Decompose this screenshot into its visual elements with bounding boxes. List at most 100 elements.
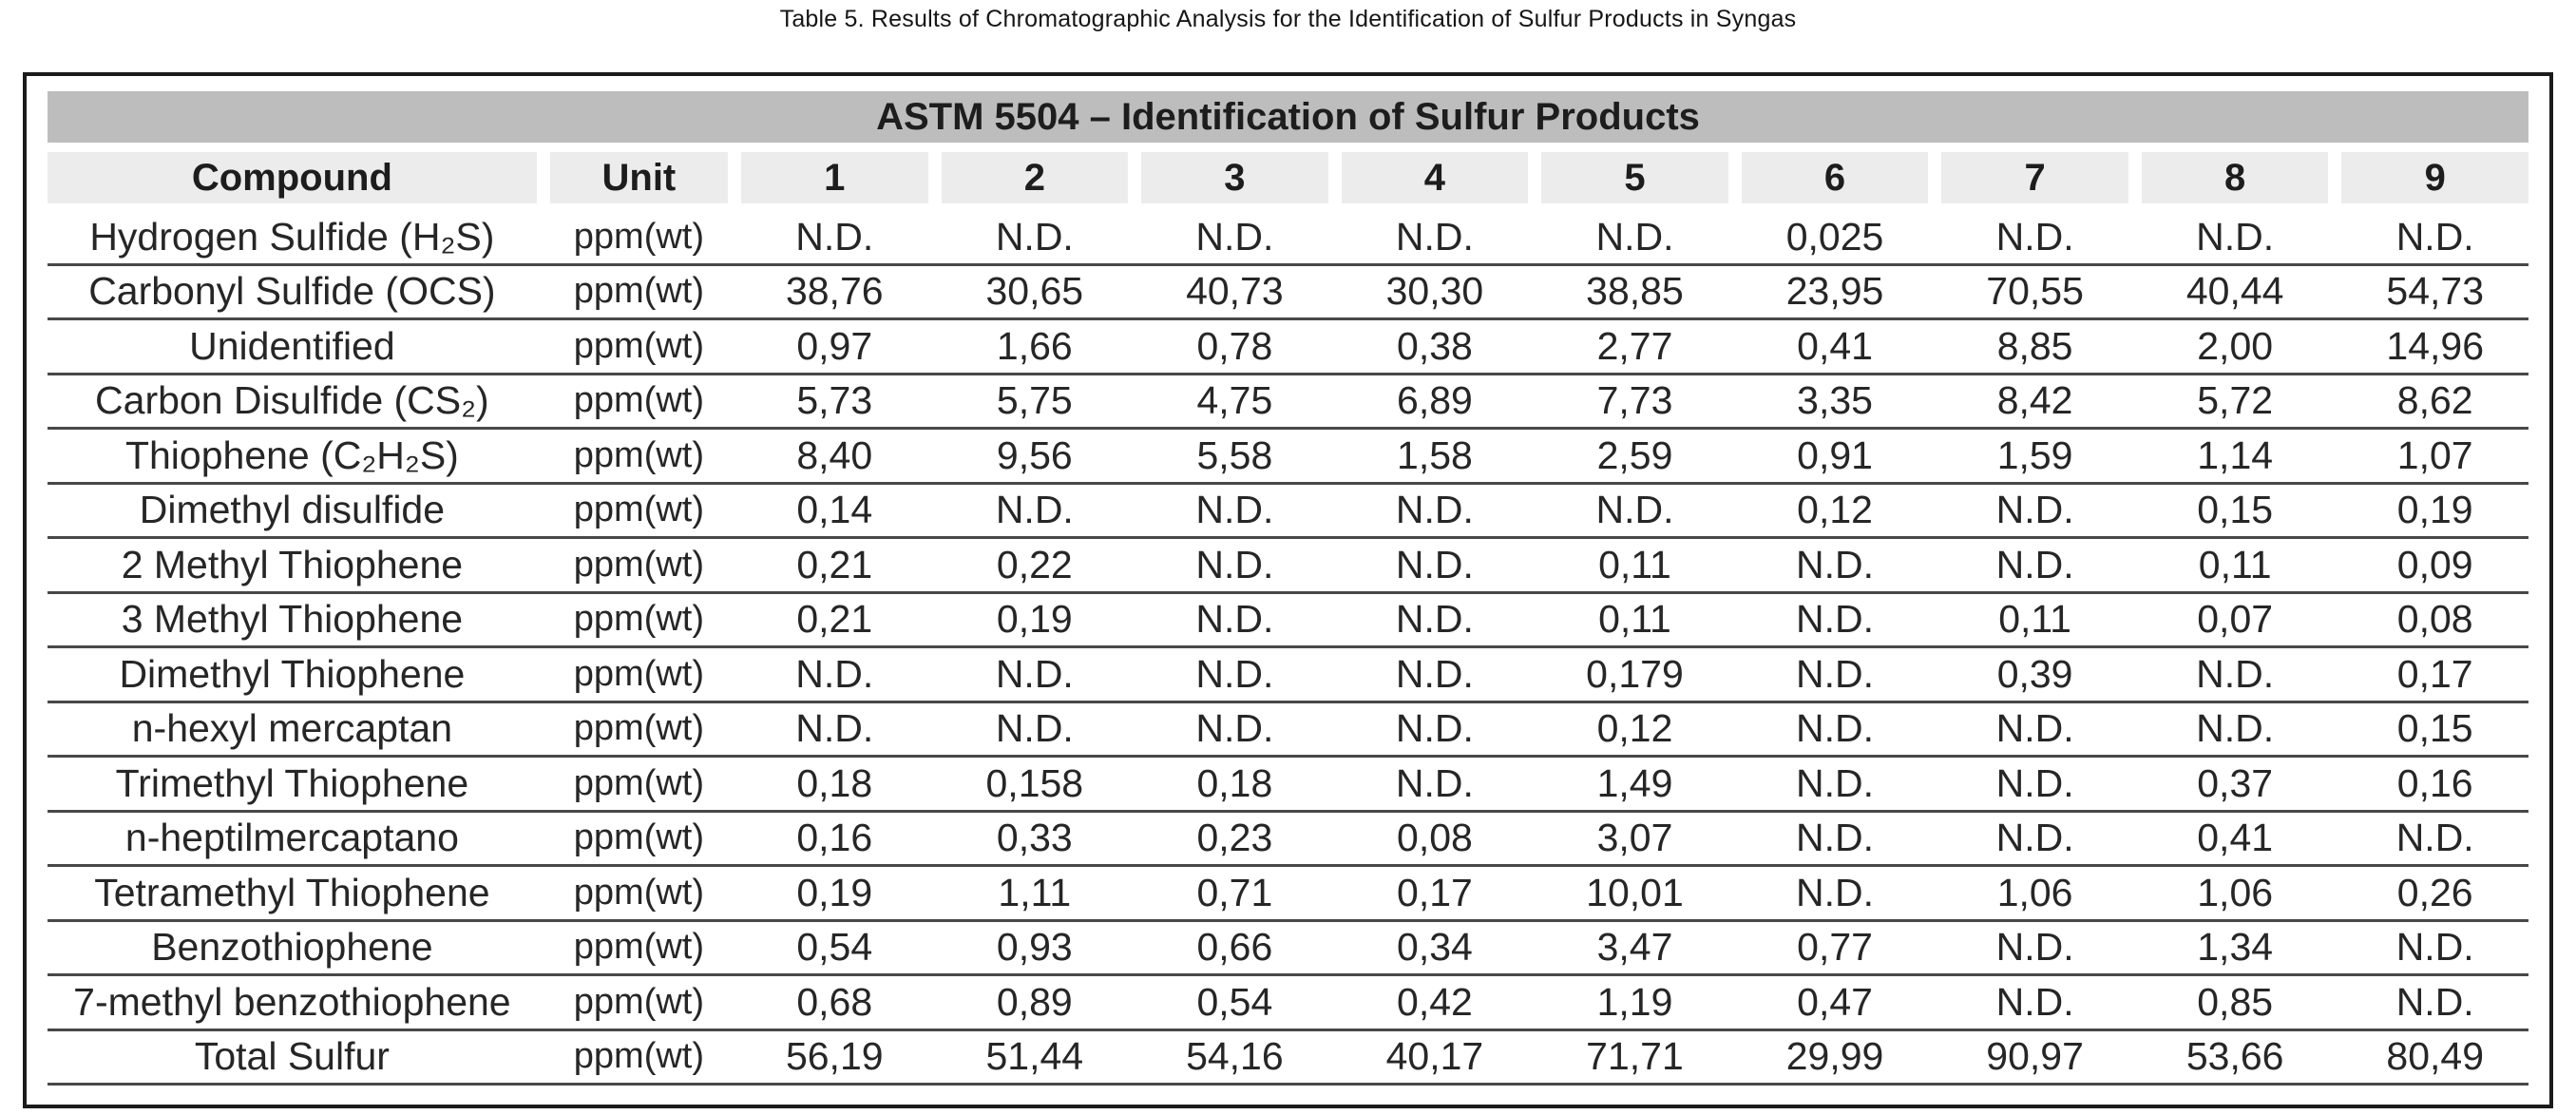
value-cell: N.D. (795, 706, 874, 751)
value-cell: 23,95 (1785, 269, 1884, 314)
compound-cell: 3 Methyl Thiophene (121, 597, 464, 642)
value-cell: N.D. (1995, 542, 2074, 586)
value-cell: 0,15 (2396, 706, 2473, 751)
unit-cell: ppm(wt) (573, 817, 704, 858)
value-cell: N.D. (995, 651, 1074, 696)
value-cell: 1,19 (1596, 979, 1673, 1024)
compound-cell: Tetramethyl Thiophene (94, 870, 490, 914)
value-cell: 5,72 (2197, 378, 2274, 423)
compound-cell: Carbon Disulfide (CS₂) (95, 378, 489, 423)
compound-cell: Total Sulfur (194, 1034, 390, 1079)
compound-cell: Dimethyl Thiophene (119, 651, 466, 696)
unit-cell: ppm(wt) (573, 490, 704, 530)
value-cell: N.D. (1796, 870, 1875, 914)
value-cell: 0,23 (1196, 816, 1273, 860)
value-cell: N.D. (1395, 706, 1474, 751)
value-cell: 0,21 (796, 597, 873, 642)
value-cell: N.D. (1995, 214, 2074, 259)
value-cell: 1,59 (1996, 433, 2073, 477)
value-cell: 1,07 (2396, 433, 2473, 477)
value-cell: 0,11 (1598, 597, 1671, 642)
table-row: 3 Methyl Thiophene ppm(wt) 0,21 0,19 N.D. N.D… (48, 594, 2528, 648)
value-cell: 0,26 (2396, 870, 2473, 914)
value-cell: N.D. (795, 214, 874, 259)
value-cell: 0,16 (796, 816, 873, 860)
table-row: Carbon Disulfide (CS₂) ppm(wt) 5,73 5,75 4,7… (48, 375, 2528, 430)
value-cell: 0,54 (796, 925, 873, 970)
value-cell: 1,06 (2197, 870, 2274, 914)
unit-cell: ppm(wt) (573, 599, 704, 640)
value-cell: 0,78 (1196, 323, 1273, 368)
value-cell: N.D. (1995, 925, 2074, 970)
compound-cell: n-heptilmercaptano (124, 816, 459, 860)
value-cell: 0,07 (2197, 597, 2274, 642)
table-caption: Table 5. Results of Chromatographic Anal… (779, 6, 1797, 32)
value-cell: 0,22 (996, 542, 1073, 586)
column-header-4: 4 (1341, 152, 1529, 203)
compound-cell: Dimethyl disulfide (139, 488, 446, 532)
value-cell: N.D. (2395, 816, 2474, 860)
unit-cell: ppm(wt) (573, 325, 704, 366)
value-cell: 1,66 (996, 323, 1073, 368)
value-cell: 1,11 (998, 870, 1072, 914)
value-cell: 0,12 (1797, 488, 1873, 532)
value-cell: 0,38 (1397, 323, 1473, 368)
column-header-8: 8 (2141, 152, 2329, 203)
table-row: Dimethyl Thiophene ppm(wt) N.D. N.D. N.D. N.D… (48, 648, 2528, 703)
value-cell: 0,18 (1196, 760, 1273, 805)
results-table-frame: ASTM 5504 – Identification of Sulfur Pro… (23, 72, 2553, 1108)
value-cell: N.D. (1395, 488, 1474, 532)
value-cell: N.D. (1395, 542, 1474, 586)
value-cell: N.D. (1796, 597, 1875, 642)
value-cell: N.D. (1195, 542, 1274, 586)
value-cell: 0,19 (996, 597, 1073, 642)
value-cell: N.D. (995, 706, 1074, 751)
value-cell: N.D. (2196, 706, 2275, 751)
value-cell: N.D. (1395, 597, 1474, 642)
value-cell: 8,42 (1996, 378, 2073, 423)
value-cell: 0,41 (1797, 323, 1873, 368)
value-cell: 30,30 (1385, 269, 1484, 314)
column-header-compound: Compound (48, 152, 537, 203)
value-cell: 40,73 (1186, 269, 1284, 314)
value-cell: 0,71 (1196, 870, 1273, 914)
value-cell: N.D. (1995, 760, 2074, 805)
table-row: n-hexyl mercaptan ppm(wt) N.D. N.D. N.D. N.D.… (48, 703, 2528, 758)
unit-cell: ppm(wt) (573, 708, 704, 749)
value-cell: 3,47 (1596, 925, 1673, 970)
compound-cell: 7-methyl benzothiophene (73, 979, 511, 1024)
column-header-6: 6 (1741, 152, 1929, 203)
value-cell: 5,58 (1196, 433, 1273, 477)
value-cell: 0,19 (796, 870, 873, 914)
unit-cell: ppm(wt) (573, 981, 704, 1022)
value-cell: 0,77 (1797, 925, 1873, 970)
value-cell: 10,01 (1586, 870, 1684, 914)
unit-cell: ppm(wt) (573, 216, 704, 257)
value-cell: 2,00 (2197, 323, 2274, 368)
value-cell: 0,08 (2396, 597, 2473, 642)
value-cell: 1,14 (2197, 433, 2274, 477)
value-cell: 8,62 (2396, 378, 2473, 423)
value-cell: 0,66 (1196, 925, 1273, 970)
unit-cell: ppm(wt) (573, 380, 704, 421)
table-row: 7-methyl benzothiophene ppm(wt) 0,68 0,89 0,… (48, 976, 2528, 1031)
value-cell: 54,73 (2386, 269, 2485, 314)
value-cell: N.D. (1796, 816, 1875, 860)
value-cell: 40,17 (1385, 1034, 1484, 1079)
value-cell: 3,07 (1596, 816, 1673, 860)
compound-cell: Carbonyl Sulfide (OCS) (88, 269, 496, 314)
column-header-1: 1 (740, 152, 928, 203)
value-cell: 0,68 (796, 979, 873, 1024)
value-cell: N.D. (1796, 651, 1875, 696)
value-cell: 0,54 (1196, 979, 1273, 1024)
value-cell: N.D. (995, 488, 1074, 532)
value-cell: 0,39 (1996, 651, 2073, 696)
value-cell: 51,44 (985, 1034, 1084, 1079)
value-cell: 8,85 (1996, 323, 2073, 368)
value-cell: N.D. (1995, 816, 2074, 860)
value-cell: 7,73 (1596, 378, 1673, 423)
value-cell: N.D. (2395, 214, 2474, 259)
value-cell: 0,97 (796, 323, 873, 368)
value-cell: 0,21 (796, 542, 873, 586)
